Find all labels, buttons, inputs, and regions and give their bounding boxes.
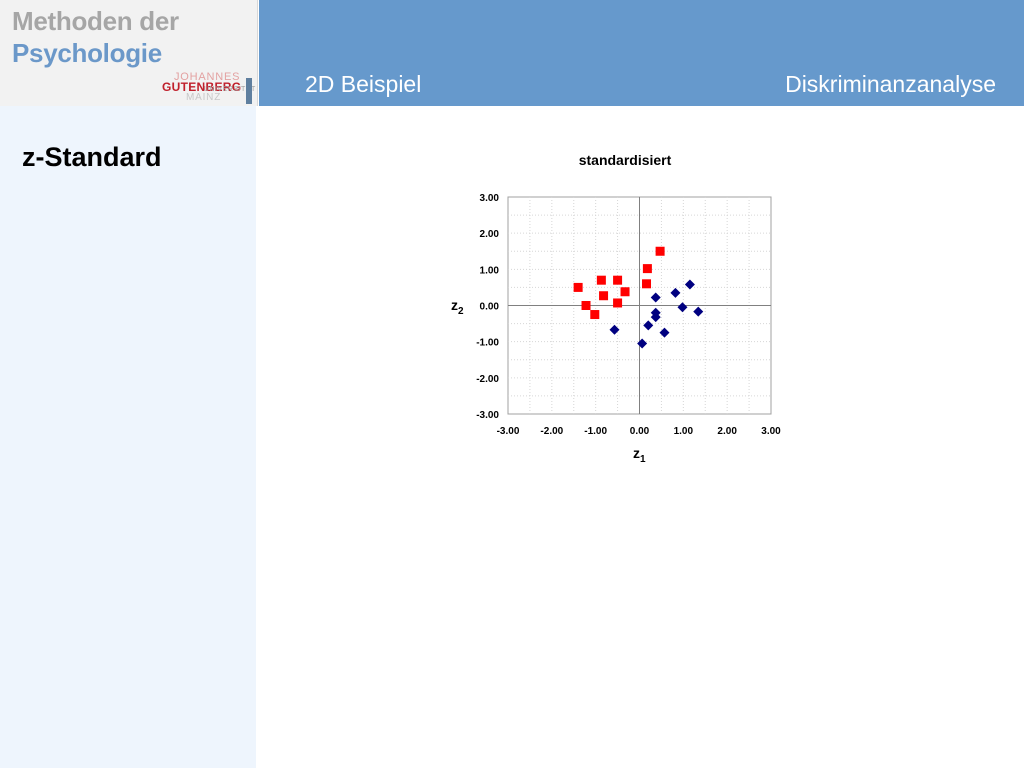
x-tick-label: 1.00 [674,426,694,437]
data-point-diamond [677,302,688,313]
data-point-square [596,275,606,285]
y-axis-label-sub: 2 [458,306,464,317]
data-point-diamond [659,327,670,338]
logo-title-line1: Methoden der [12,6,179,36]
y-tick-label: 3.00 [480,193,500,204]
data-point-diamond [650,292,661,303]
data-point-diamond [637,338,648,349]
x-tick-label: 0.00 [630,426,650,437]
data-point-diamond [684,279,695,290]
x-tick-label: 2.00 [717,426,737,437]
data-point-diamond [670,287,681,298]
data-point-square [573,282,583,292]
data-point-square [655,246,665,256]
chart-title: standardisiert [579,152,672,168]
data-point-square [613,275,623,285]
x-axis-label-main: z [633,445,640,461]
uni-logo-johannes: JOHANNES [174,71,241,83]
x-tick-label: -2.00 [540,426,563,437]
y-tick-label: -2.00 [476,374,499,385]
y-tick-label: 0.00 [480,302,500,313]
data-point-diamond [609,324,620,335]
data-point-diamond [650,312,661,323]
x-axis-label: z1 [633,445,646,465]
uni-logo-universitaet: UNIVERSITÄT [204,86,256,93]
data-point-square [620,287,630,297]
y-tick-label: -3.00 [476,410,499,421]
slide-topic: Diskriminanzanalyse [785,71,996,97]
data-point-square [642,279,652,289]
y-tick-label: -1.00 [476,338,499,349]
header-bar: 2D Beispiel Diskriminanzanalyse [259,0,1024,106]
data-point-square [599,291,609,301]
data-point-diamond [643,320,654,331]
logo-block: Methoden der Psychologie JOHANNES GUTENB… [0,0,258,106]
sidebar [0,106,256,768]
y-axis-label: z2 [451,297,464,317]
x-axis-label-sub: 1 [640,454,646,465]
logo-stripe [246,78,252,104]
scatter-chart: standardisiert -3.00 -2.00 -1.00 0.00 1.00 2.… [451,152,781,465]
x-tick-label: -3.00 [497,426,520,437]
uni-logo-gutenberg: GUTENBERG [162,80,242,94]
logo-title-line2: Psychologie [12,38,162,68]
x-tick-label: 3.00 [761,426,781,437]
y-tick-label: 2.00 [480,229,500,240]
data-point-diamond [693,306,704,317]
y-axis-label-main: z [451,297,458,313]
data-point-square [613,298,623,308]
data-point-square [581,301,591,310]
uni-logo-mainz: MAINZ [186,92,222,103]
y-tick-label: 1.00 [480,265,500,276]
data-point-square [590,310,600,320]
x-tick-label: -1.00 [584,426,607,437]
data-point-square [642,264,652,274]
slide-title: 2D Beispiel [305,71,422,97]
section-title: z-Standard [22,142,162,172]
